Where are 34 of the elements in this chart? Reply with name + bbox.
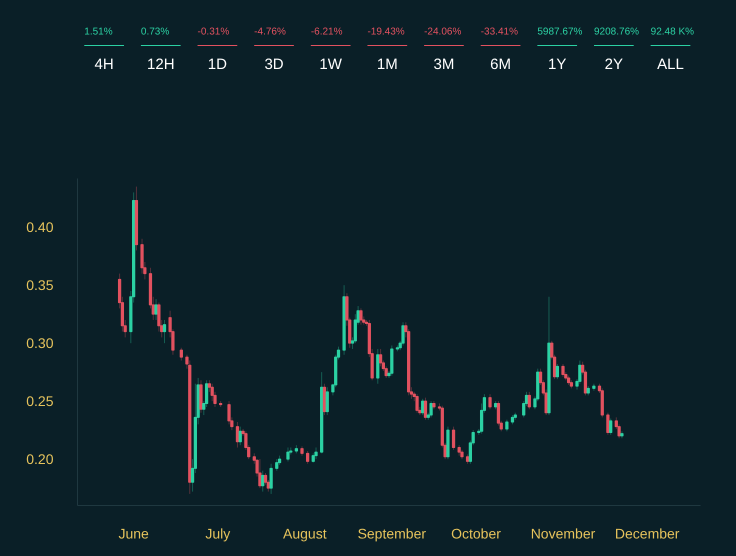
text: ALL xyxy=(657,56,684,73)
y-tick-label: 0.30 xyxy=(26,335,54,352)
text: 5987.67% xyxy=(537,26,583,38)
x-tick-label: December xyxy=(614,526,680,542)
text: -24.06% xyxy=(424,26,462,38)
text: 92.48 K% xyxy=(650,26,694,38)
x-tick-label: June xyxy=(118,526,150,542)
text: -0.31% xyxy=(198,26,230,38)
text: 2Y xyxy=(604,56,624,73)
text: 1.51% xyxy=(84,26,113,38)
y-tick-label: 0.35 xyxy=(26,277,54,294)
text: 1D xyxy=(208,56,228,73)
text: 4H xyxy=(94,56,114,73)
text: 3D xyxy=(264,56,284,73)
x-tick-label: August xyxy=(283,526,327,542)
text: -4.76% xyxy=(254,26,286,38)
x-tick-label: July xyxy=(205,526,230,542)
x-tick-label: October xyxy=(451,526,502,542)
text: -6.21% xyxy=(310,26,343,38)
text: -33.41% xyxy=(480,26,518,38)
text: 1M xyxy=(376,56,398,73)
x-tick-label: September xyxy=(358,526,426,542)
text: 9208.76% xyxy=(594,26,640,38)
text: 3M xyxy=(434,56,454,73)
y-tick-label: 0.40 xyxy=(26,219,54,236)
y-tick-label: 0.25 xyxy=(26,393,54,410)
y-tick-label: 0.20 xyxy=(26,451,54,468)
x-tick-label: November xyxy=(530,526,596,542)
text: 0.73% xyxy=(140,26,170,38)
text: 12H xyxy=(147,56,175,73)
text: 6M xyxy=(490,56,512,73)
text: -19.43% xyxy=(367,26,405,38)
text: 1W xyxy=(319,56,343,73)
text: 1Y xyxy=(548,56,566,73)
